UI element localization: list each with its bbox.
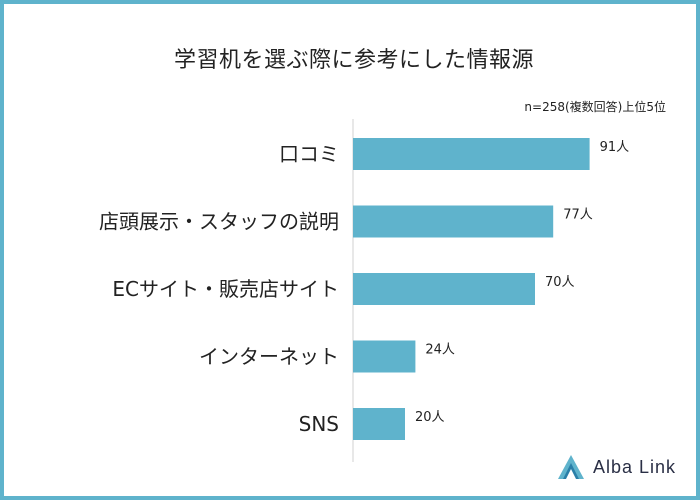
logo-text: Alba Link <box>592 456 676 477</box>
value-label: 91人 <box>600 140 630 155</box>
value-label: 20人 <box>415 410 445 425</box>
bar <box>353 340 416 373</box>
sample-note: n=258(複数回答)上位5位 <box>524 100 666 114</box>
bar <box>353 138 590 170</box>
value-label: 77人 <box>563 208 593 223</box>
category-label: 口コミ <box>279 142 339 166</box>
value-label: 70人 <box>545 275 575 290</box>
bar <box>353 408 405 440</box>
alba-link-logo-icon <box>557 455 584 479</box>
category-label: 店頭展示・スタッフの説明 <box>99 210 339 234</box>
category-label: SNS <box>299 412 339 436</box>
bar <box>353 273 535 305</box>
category-label: インターネット <box>199 345 339 369</box>
value-label: 24人 <box>425 343 455 358</box>
chart-title: 学習机を選ぶ際に参考にした情報源 <box>173 48 534 73</box>
alba-link-logo: Alba Link <box>557 454 676 480</box>
bar <box>353 205 554 238</box>
category-label: ECサイト・販売店サイト <box>112 277 339 301</box>
